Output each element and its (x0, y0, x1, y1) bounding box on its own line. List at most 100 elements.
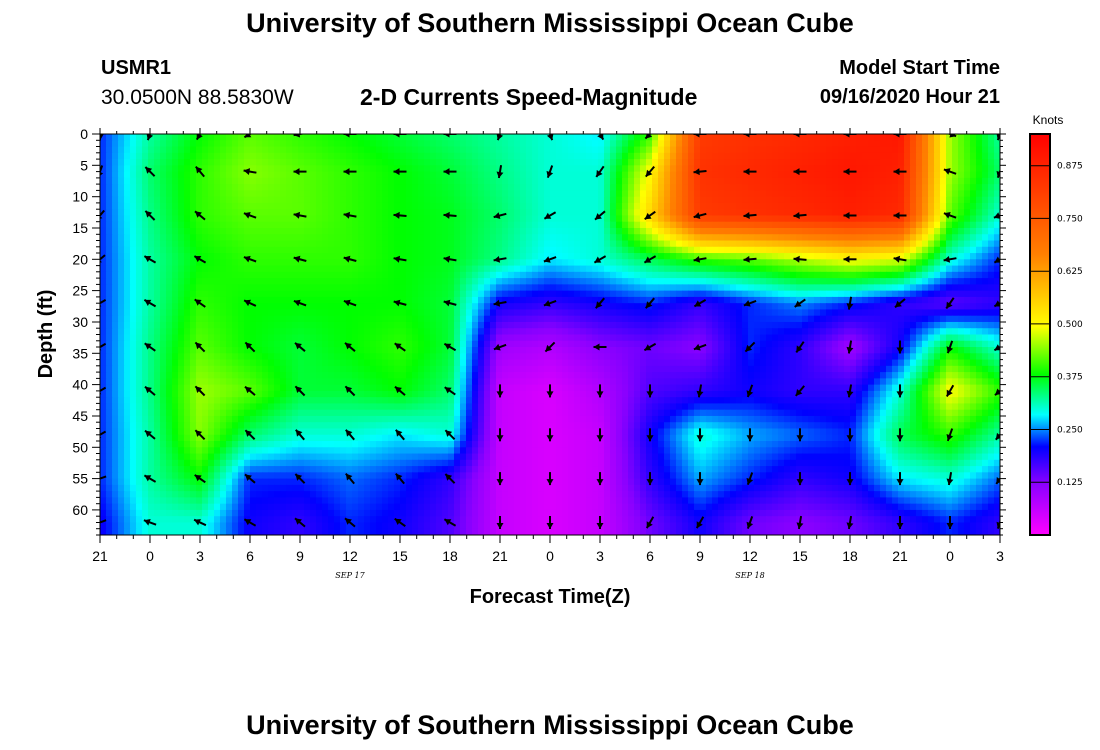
heatmap-cell (922, 278, 929, 285)
heatmap-cell (754, 196, 761, 204)
heatmap-cell (418, 309, 425, 317)
heatmap-cell (250, 202, 257, 210)
heatmap-cell (928, 227, 935, 235)
heatmap-cell (202, 296, 209, 304)
heatmap-cell (952, 196, 959, 204)
heatmap-cell (790, 253, 797, 260)
heatmap-cell (868, 259, 875, 267)
heatmap-cell (508, 190, 515, 198)
heatmap-cell (748, 234, 755, 242)
heatmap-cell (232, 334, 239, 342)
heatmap-cell (130, 246, 137, 254)
heatmap-cell (976, 202, 983, 210)
heatmap-cell (748, 190, 755, 198)
heatmap-cell (472, 303, 479, 311)
heatmap-cell (112, 253, 119, 260)
heatmap-cell (532, 240, 539, 248)
heatmap-cell (556, 271, 563, 279)
heatmap-cell (160, 259, 167, 267)
heatmap-cell (844, 296, 851, 304)
heatmap-cell (436, 202, 443, 210)
heatmap-cell (922, 328, 929, 336)
heatmap-cell (298, 140, 305, 148)
heatmap-cell (640, 159, 647, 166)
heatmap-cell (208, 284, 215, 292)
heatmap-cell (970, 134, 977, 141)
heatmap-cell (112, 271, 119, 279)
heatmap-cell (760, 278, 767, 285)
heatmap-cell (100, 271, 107, 279)
heatmap-cell (622, 215, 629, 223)
heatmap-cell (670, 309, 677, 317)
heatmap-cell (958, 146, 965, 154)
heatmap-cell (184, 184, 191, 191)
heatmap-cell (730, 253, 737, 260)
heatmap-cell (844, 196, 851, 204)
heatmap-cell (244, 240, 251, 248)
heatmap-cell (646, 240, 653, 248)
heatmap-cell (184, 321, 191, 329)
heatmap-cell (262, 221, 269, 229)
heatmap-cell (436, 265, 443, 273)
heatmap-cell (814, 215, 821, 223)
heatmap-cell (484, 196, 491, 204)
heatmap-cell (910, 259, 917, 267)
heatmap-cell (694, 140, 701, 148)
heatmap-cell (160, 171, 167, 179)
heatmap-cell (226, 171, 233, 179)
heatmap-cell (328, 202, 335, 210)
heatmap-cell (916, 171, 923, 179)
heatmap-cell (328, 209, 335, 217)
heatmap-cell (514, 196, 521, 204)
heatmap-cell (310, 152, 317, 160)
heatmap-cell (682, 134, 689, 141)
heatmap-cell (742, 309, 749, 317)
heatmap-cell (646, 190, 653, 198)
heatmap-cell (430, 240, 437, 248)
heatmap-cell (502, 227, 509, 235)
heatmap-cell (292, 246, 299, 254)
heatmap-cell (730, 240, 737, 248)
heatmap-cell (904, 303, 911, 311)
heatmap-cell (742, 209, 749, 217)
heatmap-cell (754, 221, 761, 229)
heatmap-cell (130, 134, 137, 141)
heatmap-cell (478, 278, 485, 285)
heatmap-cell (376, 309, 383, 317)
heatmap-cell (472, 134, 479, 141)
heatmap-cell (988, 190, 995, 198)
heatmap-cell (388, 259, 395, 267)
heatmap-cell (898, 209, 905, 217)
heatmap-cell (862, 259, 869, 267)
heatmap-cell (940, 165, 947, 173)
heatmap-cell (832, 190, 839, 198)
heatmap-cell (820, 134, 827, 141)
heatmap-cell (244, 246, 251, 254)
heatmap-cell (460, 334, 467, 342)
heatmap-cell (202, 234, 209, 242)
heatmap-cell (568, 177, 575, 185)
heatmap-cell (646, 315, 653, 323)
heatmap-cell (304, 165, 311, 173)
heatmap-cell (304, 221, 311, 229)
heatmap-cell (946, 140, 953, 148)
heatmap-cell (118, 152, 125, 160)
heatmap-cell (826, 246, 833, 254)
heatmap-cell (484, 290, 491, 298)
heatmap-cell (880, 321, 887, 329)
heatmap-cell (436, 309, 443, 317)
heatmap-cell (880, 265, 887, 273)
heatmap-cell (880, 234, 887, 242)
heatmap-cell (658, 134, 665, 141)
heatmap-cell (208, 152, 215, 160)
model-start-label: Model Start Time (839, 57, 1000, 79)
heatmap-cell (688, 215, 695, 223)
heatmap-cell (754, 146, 761, 154)
heatmap-cell (592, 152, 599, 160)
heatmap-cell (154, 246, 161, 254)
heatmap-cell (334, 296, 341, 304)
heatmap-cell (178, 271, 185, 279)
heatmap-cell (748, 303, 755, 311)
heatmap-cell (238, 234, 245, 242)
heatmap-cell (346, 221, 353, 229)
